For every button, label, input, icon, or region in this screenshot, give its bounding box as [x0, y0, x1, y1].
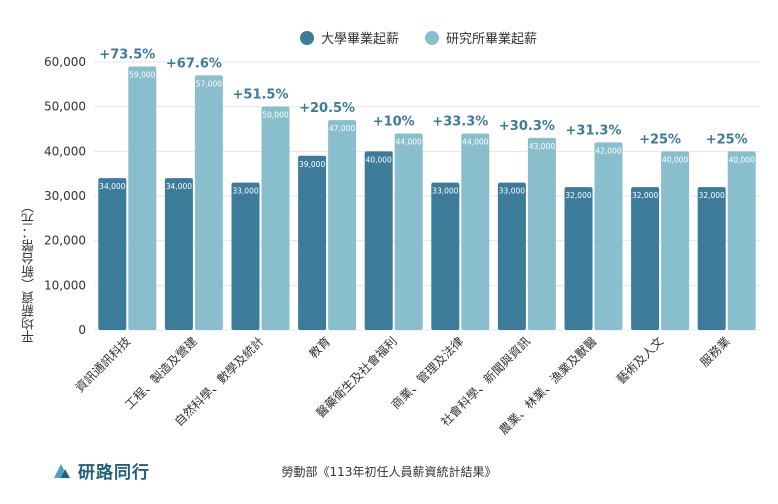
bar-value-label-bachelor: 39,000 — [299, 160, 325, 169]
y-axis-label: 平均薪資（新台幣：元） — [22, 200, 37, 343]
legend-item-bachelor: 大學畢業起薪 — [300, 28, 399, 47]
bar-graduate — [394, 133, 423, 330]
data-source: 勞動部《113年初任人員薪資統計結果》 — [281, 465, 497, 479]
category-label: 商業、管理及法律 — [388, 334, 466, 412]
bar-value-label-bachelor: 32,000 — [699, 191, 725, 200]
legend-label-bachelor: 大學畢業起薪 — [321, 32, 400, 47]
bar-value-label-bachelor: 34,000 — [99, 182, 125, 191]
bar-value-label-graduate: 44,000 — [462, 137, 488, 146]
bar-value-label-graduate: 40,000 — [729, 155, 755, 164]
bar-bachelor — [298, 155, 327, 330]
category-label: 服務業 — [697, 334, 732, 369]
bar-graduate — [128, 66, 157, 330]
bar-value-label-bachelor: 33,000 — [432, 187, 458, 196]
bar-graduate — [594, 142, 623, 330]
bar-graduate — [461, 133, 490, 330]
bar-value-label-graduate: 43,000 — [529, 142, 555, 151]
legend-item-graduate: 研究所畢業起薪 — [425, 28, 537, 47]
bar-bachelor — [164, 178, 193, 330]
increase-label: +31.3% — [566, 123, 622, 138]
legend-swatch-graduate — [425, 30, 440, 45]
category-label: 資訊通訊科技 — [72, 334, 134, 396]
y-tick-label: 40,000 — [44, 144, 86, 158]
y-tick-label: 0 — [78, 323, 86, 337]
y-tick-label: 30,000 — [44, 189, 86, 203]
increase-label: +20.5% — [299, 101, 355, 116]
bar-value-label-bachelor: 33,000 — [499, 187, 525, 196]
increase-label: +67.6% — [166, 56, 222, 71]
bar-graduate — [661, 151, 690, 330]
bar-value-label-bachelor: 33,000 — [232, 187, 258, 196]
bar-bachelor — [364, 151, 393, 330]
legend-swatch-bachelor — [300, 30, 314, 45]
bar-value-label-graduate: 40,000 — [662, 155, 688, 164]
increase-label: +25% — [706, 132, 748, 147]
y-tick-label: 50,000 — [44, 100, 86, 114]
bar-bachelor — [98, 178, 127, 330]
category-label: 藝術及人文 — [613, 334, 666, 387]
bar-graduate — [527, 137, 556, 330]
bar-bachelor — [697, 187, 726, 330]
bar-value-label-graduate: 47,000 — [329, 124, 355, 133]
increase-label: +33.3% — [432, 114, 488, 129]
category-label: 工程、製造及營建 — [122, 334, 200, 412]
y-tick-label: 60,000 — [44, 55, 86, 69]
brand-logo-text: 研路同行 — [78, 463, 150, 483]
bar-graduate — [194, 75, 223, 331]
bar-value-label-graduate: 42,000 — [595, 146, 621, 155]
increase-label: +25% — [639, 132, 681, 147]
bar-value-label-graduate: 57,000 — [196, 79, 222, 88]
bar-value-label-bachelor: 40,000 — [366, 155, 392, 164]
increase-label: +51.5% — [233, 88, 289, 103]
bar-value-label-graduate: 59,000 — [129, 70, 155, 79]
bar-value-label-bachelor: 32,000 — [565, 191, 591, 200]
bar-value-label-graduate: 50,000 — [262, 111, 288, 120]
increase-label: +10% — [373, 114, 415, 129]
y-tick-label: 10,000 — [44, 278, 86, 292]
bar-graduate — [261, 106, 290, 331]
bar-value-label-bachelor: 34,000 — [166, 182, 192, 191]
bar-bachelor — [431, 182, 460, 330]
category-label: 教育 — [306, 334, 334, 362]
bar-graduate — [328, 120, 357, 330]
legend-label-graduate: 研究所畢業起薪 — [446, 32, 538, 47]
bar-bachelor — [497, 182, 526, 330]
y-tick-label: 20,000 — [44, 234, 86, 248]
bar-value-label-bachelor: 32,000 — [632, 191, 658, 200]
chart-legend: 大學畢業起薪 研究所畢業起薪 — [300, 28, 537, 47]
bar-bachelor — [631, 187, 660, 330]
increase-label: +73.5% — [99, 47, 155, 62]
bar-bachelor — [231, 182, 260, 330]
bar-graduate — [727, 151, 756, 330]
mountain-logo-icon — [54, 463, 70, 478]
bar-value-label-graduate: 44,000 — [396, 137, 422, 146]
increase-label: +30.3% — [499, 119, 555, 134]
bar-bachelor — [564, 187, 593, 330]
brand-logo: 研路同行 — [52, 458, 150, 483]
